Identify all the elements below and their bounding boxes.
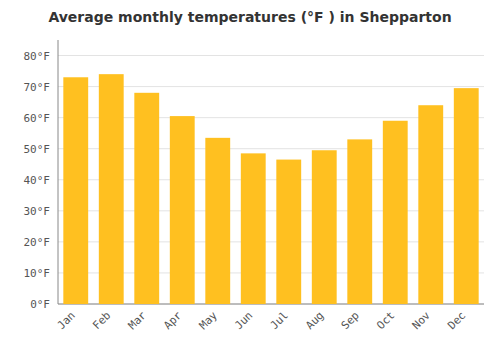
chart-container: Average monthly temperatures (°F ) in Sh… [0,0,500,350]
x-tick-label: Jan [55,309,78,332]
grid-line [58,55,484,56]
y-tick-label: 20°F [24,236,51,249]
x-tick-label: Apr [161,309,185,333]
y-tick-label: 30°F [24,205,51,218]
y-tick-label: 0°F [30,298,50,311]
x-tick-label: Mar [126,309,150,333]
bar [205,138,230,304]
x-tick-label: Feb [90,309,113,332]
bar [241,153,266,304]
bar [170,116,195,304]
grid [58,56,484,304]
y-tick-label: 70°F [24,81,51,94]
y-axis-line [58,40,59,304]
x-tick-label: Aug [303,309,326,332]
x-tick-label: Nov [410,309,434,333]
bar [418,105,443,304]
page-body: {"chart_data": {"type": "bar", "title": … [0,0,500,350]
bar [99,74,124,304]
x-tick-label: Jun [232,309,255,332]
x-tick-label: Dec [445,309,468,332]
y-tick-label: 60°F [24,112,51,125]
bar [383,121,408,304]
x-tick-label: May [197,309,221,333]
bar [454,88,479,304]
x-tick-label: Jul [268,309,291,332]
bar [347,139,372,304]
y-axis: 0°F 10°F 20°F 30°F 40°F 50°F 60°F 70°F 80°F [24,40,59,311]
chart-svg: Average monthly temperatures (°F ) in Sh… [0,0,500,350]
x-tick-label: Sep [339,309,362,332]
bars [63,74,478,304]
y-tick-label: 10°F [24,267,51,280]
y-tick-label: 50°F [24,143,51,156]
bar [312,150,337,304]
bar [276,160,301,304]
y-tick-label: 40°F [24,174,51,187]
y-tick-label: 80°F [24,50,51,63]
bar [63,77,88,304]
x-tick-label: Oct [374,309,397,332]
x-axis: Jan Feb Mar Apr May Jun Jul Aug Sep Oct Nov Dec [55,309,469,333]
chart-title: Average monthly temperatures (°F ) in Sh… [48,9,451,25]
bar [134,93,159,304]
